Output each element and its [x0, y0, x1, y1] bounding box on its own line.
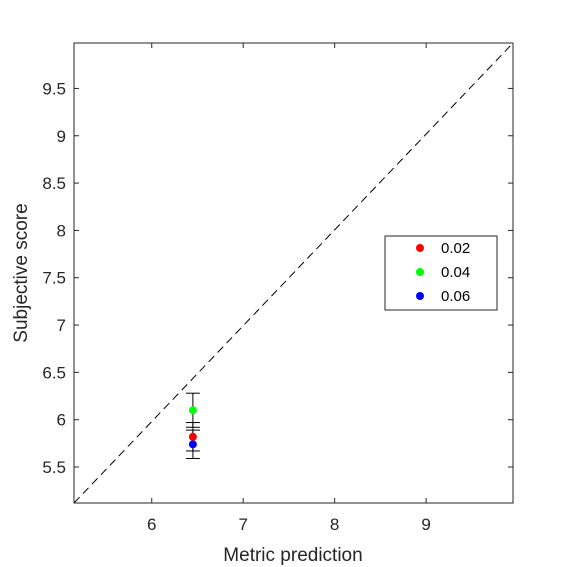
data-points — [188, 406, 197, 449]
legend-marker-0.04 — [416, 268, 424, 276]
legend-marker-0.06 — [416, 292, 424, 300]
legend: 0.02 0.04 0.06 — [384, 235, 498, 311]
y-tick-label: 8 — [57, 221, 66, 240]
y-axis-ticks: 5.5 6 6.5 7 7.5 8 8.5 9 9.5 — [42, 79, 513, 477]
point-0.04 — [188, 406, 197, 415]
legend-marker-0.02 — [416, 244, 424, 252]
legend-box — [384, 235, 498, 311]
y-tick-label: 6 — [57, 411, 66, 430]
y-tick-label: 7.5 — [42, 269, 66, 288]
y-tick-label: 9.5 — [42, 79, 66, 98]
y-tick-label: 7 — [57, 316, 66, 335]
y-tick-label: 8.5 — [42, 174, 66, 193]
x-tick-label: 9 — [421, 515, 430, 534]
point-0.06 — [188, 440, 197, 449]
y-tick-label: 6.5 — [42, 363, 66, 382]
legend-label-0.02: 0.02 — [441, 240, 470, 257]
legend-label-0.06: 0.06 — [441, 288, 470, 305]
x-axis-ticks: 6 7 8 9 — [147, 43, 431, 534]
reference-diagonal-line — [73, 42, 514, 504]
point-0.02 — [188, 432, 197, 441]
y-tick-label: 5.5 — [42, 458, 66, 477]
y-axis-label: Subjective score — [11, 203, 32, 342]
x-tick-label: 8 — [330, 515, 339, 534]
x-tick-label: 6 — [147, 515, 156, 534]
plot-frame — [73, 42, 514, 504]
x-tick-label: 7 — [238, 515, 247, 534]
y-tick-label: 9 — [57, 127, 66, 146]
legend-label-0.04: 0.04 — [441, 264, 470, 281]
x-axis-label: Metric prediction — [223, 545, 362, 566]
